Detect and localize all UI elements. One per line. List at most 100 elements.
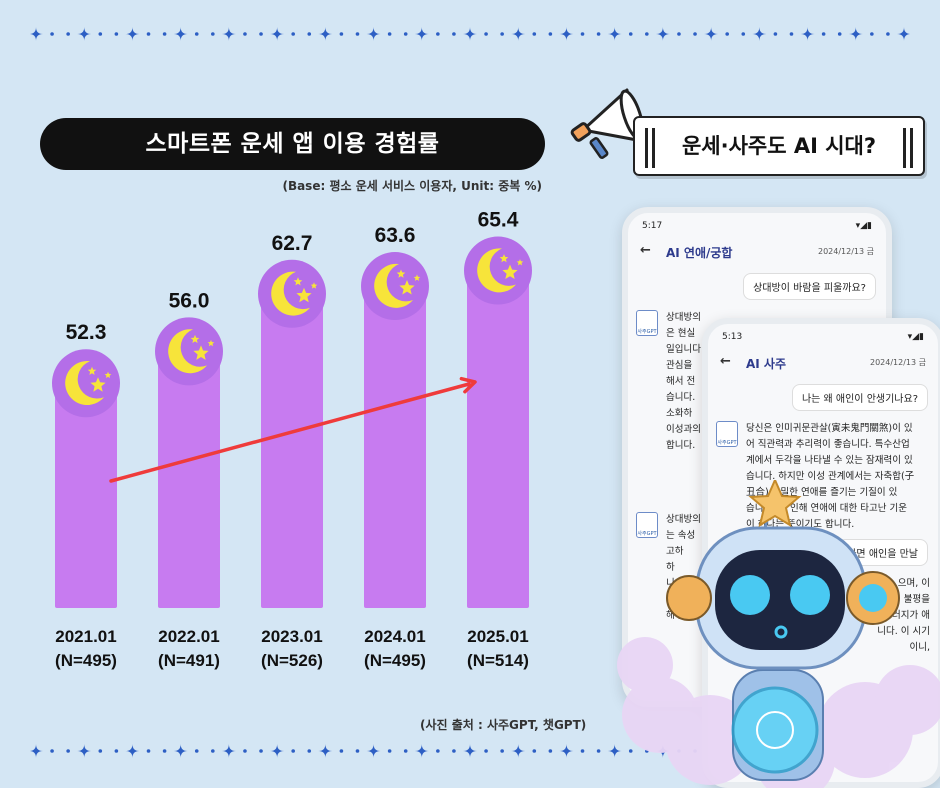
dot-icon <box>580 32 585 36</box>
sparkle-icon <box>270 27 285 41</box>
sparkle-icon <box>366 744 381 758</box>
status-bar: 5:13 ▾◢▮ <box>708 324 938 348</box>
star-icon <box>193 345 209 360</box>
back-arrow-icon[interactable]: ← <box>640 243 651 258</box>
phone1-bot-line: 상대방의 <box>666 312 701 323</box>
sparkle-icon <box>29 27 43 41</box>
sparkle-icon <box>897 27 911 41</box>
moon-stars-icon <box>168 329 207 374</box>
phone1-bot-line: 은 현실 <box>666 328 696 339</box>
dot-icon <box>98 32 103 36</box>
base-note: (Base: 평소 운세 서비스 이용자, Unit: 중복 %) <box>282 179 542 193</box>
star-icon <box>502 264 518 279</box>
dot-icon <box>677 32 681 36</box>
decorative-stars-top <box>29 22 911 46</box>
sparkle-icon <box>511 27 526 41</box>
category-label: 2023.01 <box>261 627 322 646</box>
bot-avatar-icon: 사주GPT <box>636 310 658 336</box>
dot-icon <box>789 32 794 36</box>
dot-icon <box>259 32 263 36</box>
sample-size-label: (N=495) <box>55 651 117 670</box>
sparkle-icon <box>463 27 477 41</box>
star-icon <box>399 280 415 295</box>
dot-icon <box>870 32 874 36</box>
dot-icon <box>98 749 103 753</box>
dot-icon <box>596 32 601 36</box>
app-bar: ← AI 연애/궁합 2024/12/13 금 <box>628 237 886 267</box>
robot-mascot <box>617 480 940 788</box>
dot-icon <box>114 32 119 36</box>
sparkle-icon <box>752 27 767 41</box>
dot-icon <box>162 32 167 36</box>
category-label: 2024.01 <box>364 627 425 646</box>
value-label: 65.4 <box>478 209 519 232</box>
star-icon <box>748 480 802 528</box>
dot-icon <box>66 749 70 753</box>
sparkle-icon <box>704 27 719 41</box>
phone2-bot-line: 당신은 인미귀문관살(寅未鬼門關煞)이 있 <box>746 423 913 434</box>
dot-icon <box>291 32 295 36</box>
bar-2025.01 <box>467 262 529 608</box>
dot-icon <box>307 749 312 753</box>
sparkle-icon <box>800 27 815 41</box>
dot-icon <box>355 749 360 753</box>
star-icon <box>296 287 312 303</box>
dot-icon <box>532 749 537 753</box>
dot-icon <box>548 32 553 36</box>
sparkle-icon <box>221 27 236 41</box>
dot-icon <box>484 749 488 753</box>
phone2-bot2-line: 러지가 애 <box>892 610 930 621</box>
bot-avatar-icon: 사주GPT <box>636 512 658 538</box>
sparkle-icon <box>559 27 574 41</box>
dot-icon <box>194 749 199 753</box>
dot-icon <box>773 32 778 36</box>
star-icon <box>310 282 318 289</box>
phone1-bot-line: 소화하 <box>666 408 693 419</box>
robot-eye-left <box>730 575 770 615</box>
phone2-bot-line: 습니다. 하지만 이성 관계에서는 자축합(子 <box>746 471 915 482</box>
phone2-bot2-line: 불평을 <box>903 594 930 605</box>
dot-icon <box>628 32 633 36</box>
moon-badge <box>258 259 326 328</box>
back-arrow-icon[interactable]: ← <box>720 354 731 369</box>
sparkle-icon <box>511 744 526 758</box>
status-time: 5:17 <box>642 221 663 231</box>
dot-icon <box>403 32 408 36</box>
phone1-bot-line: 해서 전 <box>666 376 696 387</box>
bar-2023.01 <box>261 285 323 608</box>
phone1-bot2-line: 는 속성 <box>666 530 696 541</box>
sparkle-icon <box>607 744 622 758</box>
dot-icon <box>162 749 167 753</box>
sparkle-icon <box>77 27 92 41</box>
sparkle-icon <box>125 744 140 758</box>
dot-icon <box>387 749 392 753</box>
signal-battery-icon: ▾◢▮ <box>907 332 924 342</box>
sparkle-icon <box>318 27 333 41</box>
dot-icon <box>66 32 70 36</box>
dot-icon <box>387 32 392 36</box>
star-icon <box>413 274 421 281</box>
dot-icon <box>693 32 697 36</box>
phone2-bot-line: 계에서 두각을 나타낼 수 있는 잠재력이 있 <box>746 455 913 466</box>
dot-icon <box>194 32 199 36</box>
robot-face <box>715 550 845 650</box>
app-bar-title: AI 연애/궁합 <box>666 246 733 260</box>
sparkle-icon <box>125 27 140 41</box>
trend-arrow <box>109 382 471 483</box>
moon-stars-icon <box>65 361 104 406</box>
dot-icon <box>741 32 746 36</box>
phone1-bot-line: 합니다. <box>666 440 696 451</box>
star-icon <box>90 377 106 392</box>
phone2-bot-line: 어 직관력과 추리력이 좋습니다. 특수산업 <box>746 439 910 450</box>
sparkle-icon <box>848 27 863 41</box>
phone2-bot-line: 습니다. 로 인해 연애에 대한 타고난 기운 <box>746 503 907 514</box>
dot-icon <box>500 32 504 36</box>
dot-icon <box>146 32 151 36</box>
bar-2021.01 <box>55 375 117 608</box>
dot-icon <box>259 749 263 753</box>
app-bar-date: 2024/12/13 금 <box>817 247 874 256</box>
bot-message-text-2: 으며, 이 불평을 러지가 애 니다. 이 시기 이니, <box>877 576 930 656</box>
sparkle-icon <box>221 744 236 758</box>
bar-chart: 52.3 2021.01 (N=495) 56.0 2022.01 (N=491) 62.7… <box>52 209 532 670</box>
